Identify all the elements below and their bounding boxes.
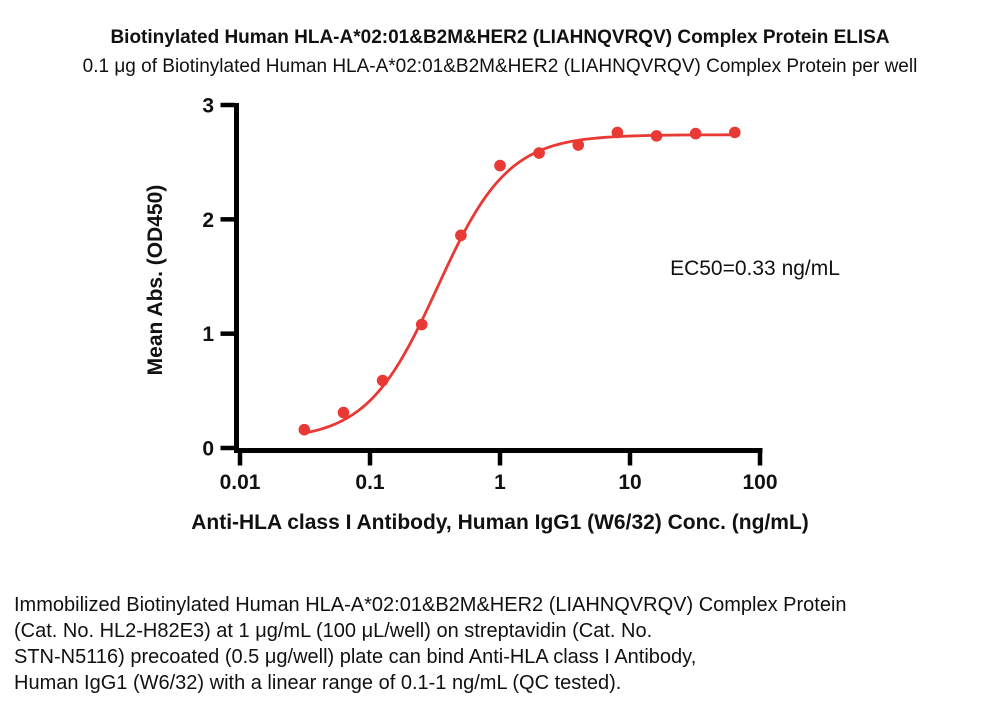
y-tick-label: 0 [202,438,214,461]
y-tick-label: 1 [202,323,214,346]
ec50-annotation: EC50=0.33 ng/mL [670,257,840,280]
y-tick-label: 2 [202,209,214,232]
chart-axes: 0 1 2 3 0.01 0.1 1 10 100 [202,95,777,494]
chart-series [298,126,741,436]
data-point [455,229,467,242]
x-tick-label: 10 [618,471,641,494]
data-point [611,126,624,139]
y-tick-label: 3 [202,95,214,118]
description-line: Human IgG1 (W6/32) with a linear range o… [14,672,622,694]
data-point [298,423,311,436]
x-tick-label: 0.1 [355,471,385,494]
description-line: Immobilized Biotinylated Human HLA-A*02:… [14,594,847,616]
chart-title: Biotinylated Human HLA-A*02:01&B2M&HER2 … [110,27,890,48]
elisa-binding-curve-chart: 0 1 2 3 0.01 0.1 1 10 100 Mean Abs. (OD450) Anti… [144,95,840,534]
data-point [572,139,585,151]
description-line: STN-N5116) precoated (0.5 μg/well) plate… [14,646,697,668]
x-tick-label: 0.01 [220,471,261,494]
data-point [337,406,350,419]
data-point [729,126,741,139]
chart-subtitle: 0.1 μg of Biotinylated Human HLA-A*02:01… [82,56,918,77]
description-block: Immobilized Biotinylated Human HLA-A*02:… [14,592,974,696]
data-point [689,127,702,140]
data-point [533,147,545,159]
x-tick-label: 1 [494,471,506,494]
fit-curve [302,133,737,435]
data-point [650,130,663,142]
description-line: (Cat. No. HL2-H82E3) at 1 μg/mL (100 μL/… [14,620,653,642]
data-point [494,159,506,172]
x-tick-label: 100 [742,471,777,494]
data-point [376,374,389,387]
x-axis-label: Anti-HLA class I Antibody, Human IgG1 (W… [191,511,809,534]
data-point [415,318,428,331]
y-axis-label: Mean Abs. (OD450) [144,185,167,376]
